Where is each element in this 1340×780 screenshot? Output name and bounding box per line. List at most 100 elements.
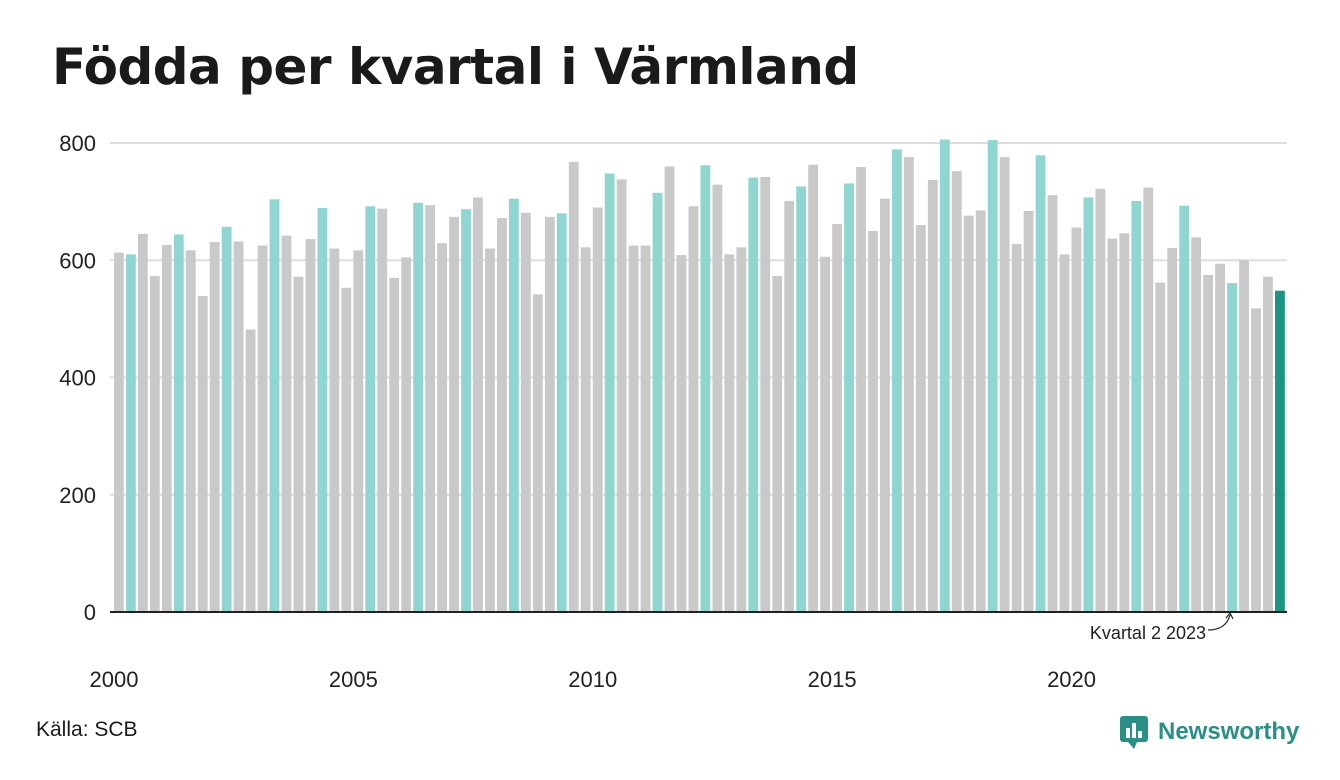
bar: [951, 171, 962, 612]
bar: [676, 254, 687, 612]
bar: [1263, 276, 1273, 612]
bar: [939, 139, 950, 613]
bar: [317, 208, 328, 613]
bar: [1059, 254, 1070, 612]
chart-title: Födda per kvartal i Värmland: [52, 38, 859, 96]
bar: [461, 209, 471, 612]
x-tick-label: 2005: [329, 667, 378, 692]
bar: [1239, 260, 1249, 612]
bar: [1107, 238, 1118, 612]
bar: [161, 245, 172, 612]
bar: [712, 184, 723, 612]
bar: [497, 218, 507, 613]
bar: [700, 165, 711, 612]
annotation: Kvartal 2 2023: [1090, 611, 1234, 643]
bar: [233, 241, 244, 613]
bar: [197, 296, 208, 612]
bar: [903, 157, 914, 612]
bar: [999, 157, 1010, 612]
bar: [353, 250, 364, 612]
bar: [1203, 274, 1214, 612]
newsworthy-logo-icon: [1120, 716, 1148, 749]
bar: [508, 198, 519, 612]
bar: [820, 256, 831, 612]
bar: [784, 201, 795, 612]
bar: [772, 276, 783, 612]
bar: [1143, 187, 1154, 612]
bar: [927, 179, 938, 612]
y-tick-label: 800: [59, 131, 96, 156]
bar: [365, 206, 376, 612]
bar: [760, 177, 771, 612]
bar: [520, 212, 531, 613]
bar: [425, 205, 436, 612]
bar: [1155, 282, 1166, 612]
bar: [221, 226, 232, 613]
bar: [628, 245, 639, 612]
bar: [449, 216, 459, 612]
bar: [736, 247, 747, 613]
bars: [114, 139, 1285, 613]
bar: [401, 257, 412, 612]
bar: [1095, 188, 1106, 613]
bar: [544, 216, 555, 612]
source-note: Källa: SCB: [36, 718, 138, 741]
bar: [963, 215, 974, 612]
bar: [1047, 195, 1058, 612]
bar: [1215, 263, 1225, 612]
bar: [389, 277, 400, 612]
bar: [580, 247, 591, 613]
bar: [1023, 211, 1034, 612]
bar: [245, 329, 256, 612]
bar: [1131, 201, 1142, 612]
bar: [149, 276, 160, 612]
annotation-label: Kvartal 2 2023: [1090, 623, 1206, 643]
bar: [173, 234, 184, 612]
bar: [377, 208, 388, 612]
bar: [568, 161, 579, 612]
brand-logo: Newsworthy: [1118, 714, 1299, 750]
bar: [485, 248, 495, 612]
bar: [856, 167, 866, 612]
bar: [1035, 155, 1046, 612]
y-tick-label: 600: [59, 248, 96, 273]
bar: [293, 276, 304, 612]
bar: [1071, 227, 1082, 613]
bar: [137, 233, 148, 612]
bar: [341, 287, 352, 612]
bar: [114, 252, 124, 612]
bar: [664, 166, 675, 612]
x-tick-label: 2020: [1047, 667, 1096, 692]
bar: [269, 199, 280, 612]
annotation-arrow: [1207, 614, 1231, 631]
bar: [1083, 197, 1094, 613]
bar: [1191, 237, 1202, 613]
bar: [305, 239, 316, 612]
brand-name: Newsworthy: [1158, 718, 1300, 745]
bar: [688, 206, 699, 612]
bar: [532, 294, 543, 612]
axes: 2000 2005 2010 2015 2020: [90, 611, 1287, 692]
bar: [652, 192, 663, 613]
bar: [796, 186, 807, 612]
x-tick-label: 2000: [90, 667, 139, 692]
bar: [1179, 205, 1190, 612]
bar: [975, 210, 986, 612]
bar: [1251, 308, 1261, 612]
y-tick-label: 200: [59, 483, 96, 508]
bar: [1275, 290, 1285, 612]
bar: [281, 235, 292, 612]
bar: [880, 198, 890, 612]
x-tick-label: 2010: [568, 667, 617, 692]
bar: [616, 179, 627, 612]
bar: [209, 242, 220, 613]
bar: [592, 207, 603, 613]
bar: [640, 245, 651, 612]
bar: [437, 243, 447, 612]
bar: [185, 250, 196, 612]
y-tick-label: 0: [84, 600, 96, 625]
bar: [868, 230, 878, 612]
bar: [808, 164, 819, 612]
bar: [556, 213, 567, 612]
